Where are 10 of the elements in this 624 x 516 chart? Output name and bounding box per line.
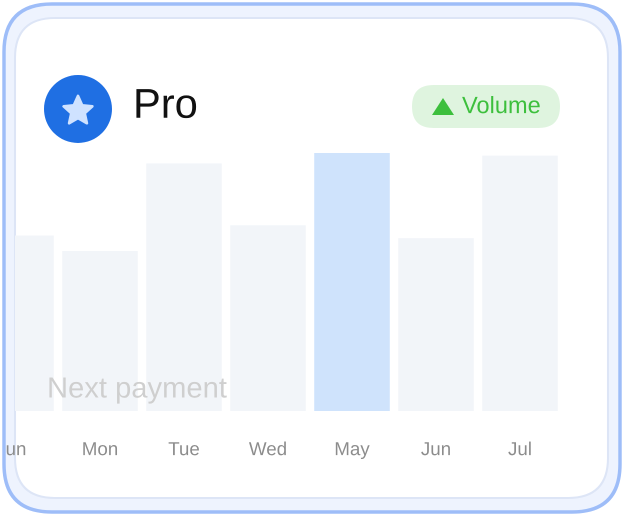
x-tick-label: May xyxy=(336,442,370,460)
x-tick-label: Wed xyxy=(248,442,286,456)
x-tick-label: Mon xyxy=(83,442,118,456)
text: Volume xyxy=(462,96,540,114)
chart-title: Pro xyxy=(136,89,196,118)
x-tick-label: Jun xyxy=(421,442,450,456)
bar xyxy=(314,153,390,411)
x-tick-label: un xyxy=(6,445,26,456)
x-tick-label: Jul xyxy=(508,442,531,456)
x-tick-label: Tue xyxy=(168,442,199,456)
